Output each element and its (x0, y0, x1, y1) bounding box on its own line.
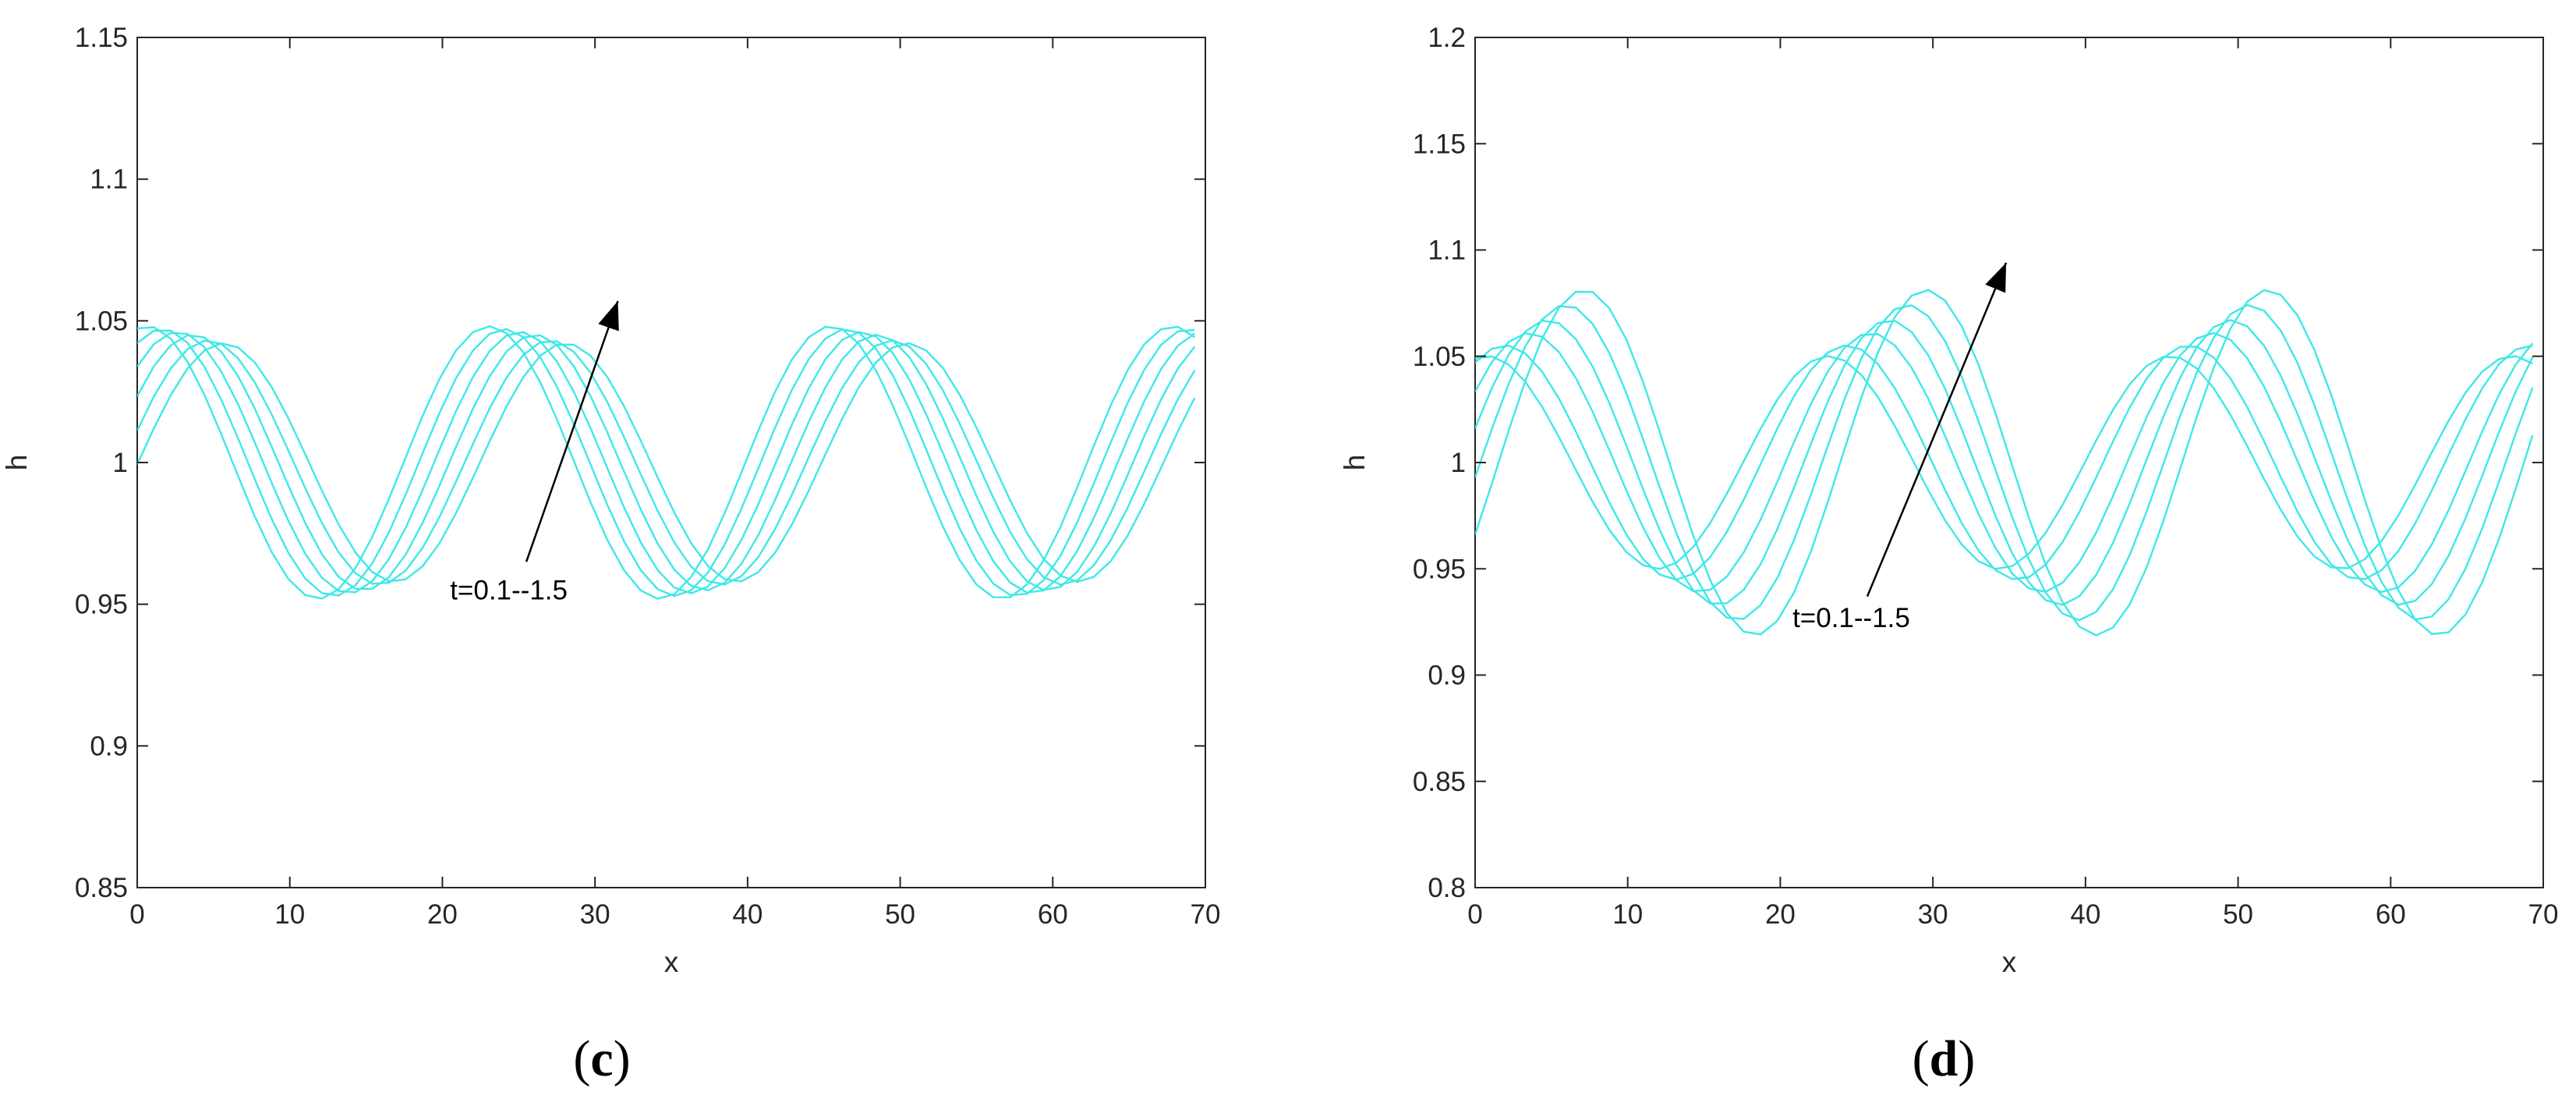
y-tick-label: 1.1 (90, 165, 128, 195)
series-line-3 (1475, 331, 2534, 594)
y-tick-label: 1.2 (1428, 23, 1466, 53)
x-tick-label: 50 (2223, 899, 2253, 930)
caption-open-paren: ( (573, 1030, 590, 1087)
x-tick-label: 60 (2376, 899, 2406, 930)
y-tick-label: 1 (113, 448, 128, 478)
caption-close-paren: ) (614, 1030, 631, 1087)
series-line-4 (137, 333, 1196, 591)
caption-letter: c (590, 1030, 613, 1087)
x-axis-label: x (664, 946, 679, 978)
annotation-arrow-head (598, 300, 619, 331)
series-line-6 (1475, 289, 2534, 636)
y-tick-label: 0.85 (75, 873, 128, 903)
x-tick-label: 70 (1191, 899, 1221, 930)
x-tick-label: 20 (427, 899, 458, 930)
y-axis-label: h (1339, 455, 1371, 471)
series-line-5 (1475, 303, 2534, 622)
y-tick-label: 0.8 (1428, 873, 1466, 903)
y-tick-label: 0.9 (1428, 661, 1466, 691)
annotation-arrow-shaft (1866, 262, 2008, 597)
y-tick-label: 0.9 (90, 731, 128, 761)
annotation-arrow-head (1985, 262, 2007, 293)
series-line-1 (137, 325, 1195, 600)
x-tick-label: 30 (580, 899, 610, 930)
caption-close-paren: ) (1958, 1030, 1975, 1087)
y-tick-label: 1.15 (75, 23, 128, 53)
x-tick-label: 40 (2070, 899, 2100, 930)
y-tick-label: 0.95 (75, 590, 128, 620)
series-line-3 (137, 331, 1196, 594)
x-axis-label: x (2002, 946, 2017, 978)
series-group (137, 325, 1196, 600)
x-tick-label: 40 (732, 899, 763, 930)
panel-caption: (c) (573, 1030, 630, 1087)
series-line-2 (1475, 344, 2533, 581)
series-group (1475, 289, 2534, 636)
x-tick-label: 0 (129, 899, 144, 930)
annotation-text: t=0.1--1.5 (450, 576, 568, 606)
x-tick-label: 0 (1467, 899, 1482, 930)
y-axis-label: h (1, 455, 33, 471)
x-tick-label: 30 (1918, 899, 1948, 930)
annotation-arrow-shaft (525, 300, 619, 562)
y-tick-label: 0.85 (1413, 767, 1466, 797)
y-tick-label: 0.95 (1413, 554, 1466, 584)
plot-area (136, 37, 1206, 888)
x-tick-label: 60 (1038, 899, 1068, 930)
annotation-text: t=0.1--1.5 (1792, 603, 1910, 633)
panel-caption: (d) (1913, 1030, 1976, 1087)
y-tick-label: 1.05 (1413, 342, 1466, 372)
y-tick-label: 1.1 (1428, 236, 1466, 266)
caption-letter: d (1930, 1030, 1959, 1087)
x-tick-label: 10 (1612, 899, 1643, 930)
series-line-6 (137, 342, 1196, 583)
series-line-4 (1475, 319, 2534, 606)
series-line-2 (137, 328, 1195, 597)
series-line-5 (137, 339, 1196, 586)
y-tick-label: 1 (1451, 448, 1466, 478)
x-tick-label: 20 (1765, 899, 1796, 930)
caption-open-paren: ( (1913, 1030, 1930, 1087)
plot-area (1474, 37, 2544, 888)
x-tick-label: 50 (885, 899, 915, 930)
panel-c: 0 10 20 30 40 50 60 70 0.85 0.9 0.95 1 1.05 1.1 1.15 x h… (1, 23, 1220, 1087)
y-tick-label: 1.15 (1413, 129, 1466, 159)
y-tick-label: 1.05 (75, 306, 128, 336)
x-tick-label: 10 (274, 899, 305, 930)
panel-d: 0 10 20 30 40 50 60 70 0.8 0.85 0.9 0.95 1 1.05 1.1 1.1… (1339, 23, 2558, 1087)
x-tick-label: 70 (2528, 899, 2559, 930)
